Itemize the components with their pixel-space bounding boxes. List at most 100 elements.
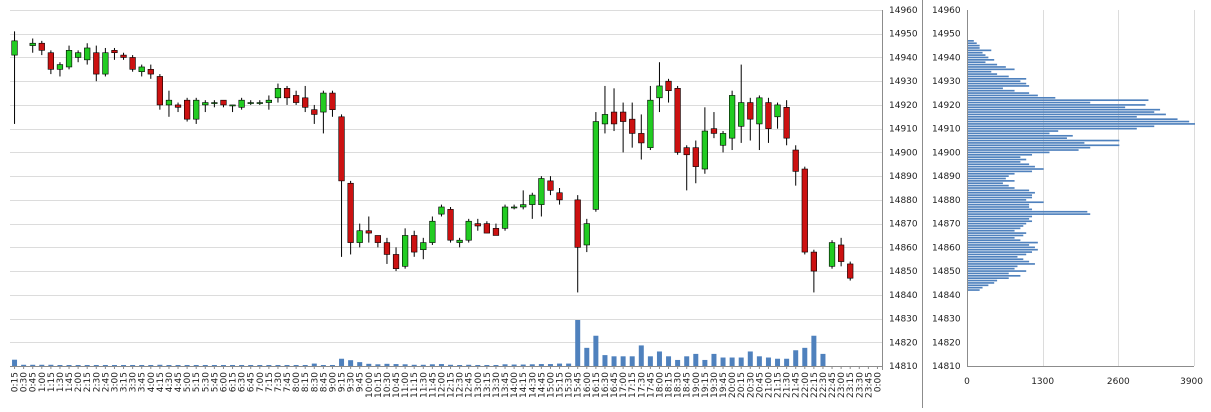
candle-up [501, 206, 509, 229]
y-tick-label: 14840 [889, 291, 918, 301]
candle-down [38, 42, 45, 51]
profile-bar [968, 108, 1161, 111]
volume-bar [211, 365, 217, 366]
profile-bar [968, 175, 1009, 177]
profile-y-tick-label: 14860 [932, 243, 961, 253]
candle-up [84, 47, 91, 61]
candle-up [229, 104, 236, 107]
profile-x-axis-ticks: 0 1300 2600 3900 [964, 377, 1203, 387]
volume-bar [802, 347, 808, 366]
candle-down [801, 168, 808, 253]
candle-up [274, 88, 282, 99]
volume-bar [220, 365, 226, 366]
x-tick-label: 2:00 [74, 372, 84, 392]
x-tick-label: 2:30 [92, 372, 102, 392]
volume-bar [429, 364, 435, 366]
x-tick-label: 10:00 [365, 372, 375, 398]
x-tick-label: 19:45 [719, 372, 729, 398]
x-tick-label: 7:15 [265, 372, 275, 392]
volume-bar [402, 364, 408, 366]
candle-down [710, 128, 718, 134]
y-tick-label: 14950 [889, 30, 918, 40]
volume-bar [311, 363, 317, 366]
volume-bar [239, 365, 245, 366]
candle-down [674, 88, 681, 153]
volume-bar [230, 365, 236, 366]
volume-bar [775, 358, 781, 366]
volume-bar [75, 365, 81, 366]
profile-bar [968, 151, 1050, 154]
volume-bar [793, 350, 799, 366]
volume-bar [538, 364, 544, 366]
candle-down [574, 199, 581, 248]
volume-bar [375, 364, 381, 366]
profile-bar [968, 241, 1038, 244]
x-tick-label: 21:00 [764, 372, 774, 398]
candle-up [56, 64, 64, 70]
x-tick-label: 8:30 [310, 372, 320, 392]
candle-down [665, 80, 672, 91]
x-tick-label: 14:00 [510, 372, 520, 398]
candle-down [111, 50, 118, 54]
candle-down [156, 76, 163, 106]
candle-up [592, 121, 599, 210]
x-tick-label: 8:45 [319, 372, 329, 392]
volume-bar [384, 363, 390, 366]
candle-up [356, 230, 363, 243]
candle-down [547, 180, 554, 191]
candle-up [402, 235, 409, 267]
volume-bar [30, 364, 36, 366]
x-tick-label: 22:30 [819, 372, 829, 398]
profile-bar [968, 115, 1137, 118]
candle-up [756, 97, 763, 125]
profile-bar [968, 156, 1021, 158]
candle-down [329, 92, 336, 110]
main-y-axis-ticks: 14810 14820 14830 14840 14850 14860 14870 14880… [889, 6, 918, 372]
x-tick-label: 9:30 [347, 372, 357, 392]
volume-bar [466, 364, 472, 366]
profile-bar [968, 206, 1030, 208]
volume-bar [756, 356, 762, 366]
x-tick-label: 5:00 [183, 372, 193, 392]
y-tick-label: 14910 [889, 125, 918, 135]
x-tick-label: 1:45 [65, 372, 75, 392]
x-tick-label: 0:15 [11, 372, 21, 392]
profile-bar [968, 87, 1003, 90]
profile-bar [968, 194, 1033, 196]
volume-bar [329, 365, 335, 366]
profile-bar [968, 263, 1035, 265]
candle-down [120, 54, 127, 58]
x-tick-label: 10:30 [383, 372, 393, 398]
profile-bar [968, 282, 995, 284]
profile-bar [968, 70, 992, 73]
x-tick-label: 9:15 [338, 372, 348, 392]
candle-down [474, 223, 481, 227]
profile-bar [968, 144, 1120, 147]
candle-down [392, 254, 400, 269]
x-tick-label: 7:30 [274, 372, 284, 392]
profile-bar [968, 210, 1088, 213]
profile-bar [968, 201, 1044, 204]
candle-down [365, 230, 372, 234]
profile-bar [968, 248, 1038, 251]
profile-bar [968, 182, 1003, 185]
x-tick-label: 21:45 [792, 372, 802, 398]
x-tick-label: 16:00 [583, 372, 593, 398]
candle-down [293, 95, 300, 103]
candle-up [647, 99, 654, 148]
profile-bar [968, 234, 1024, 237]
profile-y-tick-label: 14840 [932, 291, 961, 301]
profile-bar [968, 251, 1033, 253]
profile-bar [968, 213, 1091, 215]
volume-bar [620, 356, 626, 366]
profile-bar [968, 253, 1027, 256]
candlesticks [11, 31, 854, 293]
y-tick-label: 14890 [889, 172, 918, 182]
y-tick-label: 14820 [889, 338, 918, 348]
candle-up [320, 92, 327, 113]
volume-bar [448, 364, 454, 366]
volume-bar [39, 364, 45, 366]
profile-y-tick-label: 14830 [932, 315, 961, 325]
volume-bar [502, 364, 508, 366]
profile-bar [968, 258, 1024, 261]
